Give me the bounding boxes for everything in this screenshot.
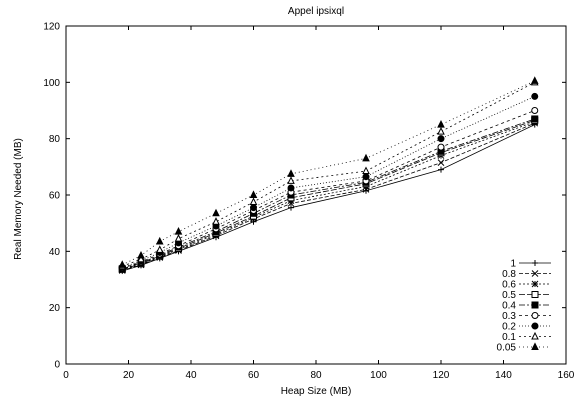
series-0.05 [118,76,539,268]
axis-ticks: 0 20 40 60 80 100 120 140 160 0 20 40 60 80 100 120 [43,22,574,382]
data-point [287,184,295,192]
series-line [122,121,535,271]
data-point [287,169,295,177]
legend-label: 0.1 [502,332,516,343]
legend-label: 0.2 [502,322,516,333]
y-tick-label: 120 [43,22,60,33]
data-point [531,92,539,100]
data-point [531,331,539,340]
data-point [137,254,145,263]
data-point [249,190,258,198]
legend-label: 0.8 [502,269,516,280]
legend-entry: 0.6 [502,280,551,291]
data-point-stroke [531,270,539,277]
legend-label: 0.5 [502,290,516,301]
x-tick-label: 60 [248,370,260,381]
y-tick-label: 0 [54,360,60,371]
data-point [362,153,370,162]
data-point-stroke [531,280,539,288]
y-tick-label: 60 [49,191,61,202]
data-point [531,115,539,123]
legend-label: 0.6 [502,280,516,291]
chart-title: Appel ipsixql [288,6,344,17]
data-point [174,226,183,235]
data-point [287,176,295,184]
y-tick-label: 20 [49,303,61,314]
legend-label: 0.05 [497,343,517,354]
legend-entry: 0.3 [502,311,551,322]
series-line [122,122,535,271]
data-point [155,245,164,253]
x-tick-label: 80 [310,370,322,381]
y-axis-label: Real Memory Needed (MB) [13,138,24,260]
data-point [531,322,539,330]
series-line [122,81,535,267]
x-tick-label: 120 [433,370,450,381]
x-tick-label: 100 [370,370,387,381]
legend-entry: 0.5 [502,290,551,301]
x-tick-label: 20 [123,370,135,381]
legend-label: 0.4 [502,301,516,312]
data-point [212,217,220,225]
data-point [437,127,445,135]
series-line [122,110,535,269]
legend-label: 0.3 [502,311,516,322]
data-point [212,208,220,217]
data-point [531,107,539,114]
y-tick-label: 100 [43,78,60,89]
data-point [531,342,539,350]
data-point [531,312,539,319]
data-point [531,301,539,309]
legend-label: 1 [510,259,516,270]
series-line [122,118,535,270]
legend-entry: 0.8 [502,269,551,280]
legend: 10.80.60.50.40.30.20.10.05 [497,259,551,354]
data-point [530,76,539,84]
series-0.2 [118,92,539,271]
legend-entry: 0.05 [497,342,551,354]
data-point [118,260,127,268]
legend-entry: 0.4 [502,301,551,312]
x-tick-label: 160 [558,370,575,381]
data-point [362,166,370,175]
series-0.1 [118,77,539,270]
series-line [122,80,535,266]
y-tick-label: 80 [49,134,61,145]
y-tick-label: 40 [49,247,61,258]
legend-entry: 1 [510,259,551,270]
plot-area [65,25,567,365]
series-line [122,96,535,268]
plot-border [65,25,567,365]
data-point [531,291,539,298]
x-tick-label: 140 [495,370,512,381]
legend-entry: 0.2 [502,322,551,333]
series-line [122,124,535,272]
data-point [362,173,370,181]
data-point [155,236,164,245]
data-point [249,197,258,206]
x-tick-label: 0 [63,370,69,381]
data-point [174,234,183,242]
x-tick-label: 40 [185,370,197,381]
x-axis-label: Heap Size (MB) [281,386,352,397]
series-1 [119,121,538,275]
data-point [250,204,257,212]
series-layer [118,76,539,275]
series-line [122,119,535,270]
legend-entry: 0.1 [502,331,551,343]
data-point-stroke [437,159,445,166]
data-point [437,143,445,151]
data-point [137,250,145,259]
data-point [437,119,445,128]
data-point [437,135,445,143]
